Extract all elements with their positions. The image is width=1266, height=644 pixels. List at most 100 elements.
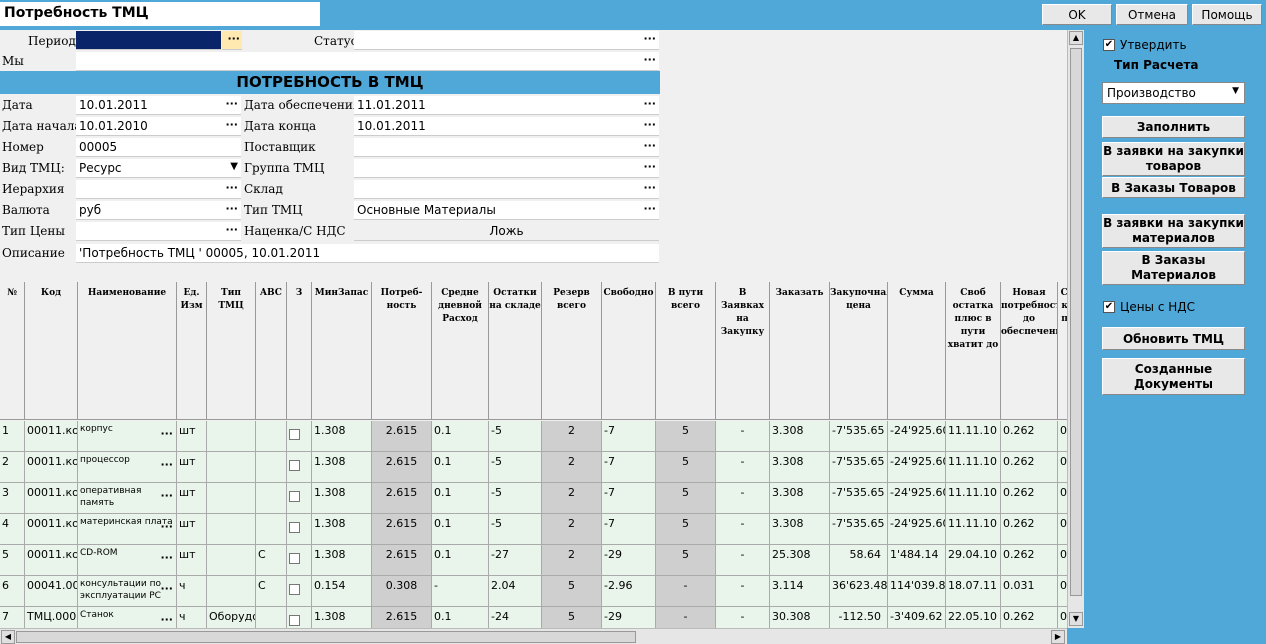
refresh-items-button[interactable]: Обновить ТМЦ bbox=[1102, 327, 1245, 350]
table-cell[interactable]: шт bbox=[177, 483, 207, 514]
period-select-button[interactable]: ··· bbox=[222, 31, 242, 50]
table-cell[interactable]: 5 bbox=[542, 576, 602, 607]
type-field[interactable]: Основные Материалы ··· bbox=[354, 201, 659, 220]
column-header[interactable]: Потреб-ность bbox=[372, 282, 432, 420]
scroll-left-icon[interactable]: ◀ bbox=[1, 630, 15, 644]
table-cell[interactable] bbox=[207, 421, 256, 452]
table-cell[interactable] bbox=[287, 483, 312, 514]
table-cell[interactable]: - bbox=[716, 545, 770, 576]
table-cell[interactable]: 3.308 bbox=[770, 514, 830, 545]
table-cell[interactable]: 0.262 bbox=[1001, 483, 1058, 514]
table-cell[interactable]: 00011.комп.05 bbox=[25, 514, 78, 545]
table-cell[interactable]: 1.308 bbox=[312, 452, 372, 483]
table-cell[interactable]: корпус ··· bbox=[78, 421, 177, 452]
table-cell[interactable]: 11.11.10 bbox=[946, 483, 1001, 514]
table-cell[interactable]: 2 bbox=[0, 452, 25, 483]
table-cell[interactable]: 5 bbox=[656, 514, 716, 545]
table-cell[interactable]: -112.50 bbox=[830, 607, 888, 628]
table-cell[interactable]: -29 bbox=[602, 545, 656, 576]
table-cell[interactable]: 2 bbox=[542, 452, 602, 483]
row-checkbox[interactable] bbox=[289, 429, 300, 440]
table-cell[interactable]: 5 bbox=[542, 607, 602, 628]
fill-button[interactable]: Заполнить bbox=[1102, 116, 1245, 138]
approve-checkbox[interactable]: ✔ bbox=[1103, 39, 1115, 51]
created-documents-button[interactable]: Созданные Документы bbox=[1102, 358, 1245, 395]
table-cell[interactable]: 2.615 bbox=[372, 452, 432, 483]
scroll-up-icon[interactable]: ▲ bbox=[1069, 31, 1083, 45]
markup-value[interactable]: Ложь bbox=[354, 222, 659, 241]
scroll-down-icon[interactable]: ▼ bbox=[1069, 612, 1083, 626]
materials-orders-button[interactable]: В Заказы Материалов bbox=[1102, 251, 1245, 285]
dots-icon[interactable]: ··· bbox=[160, 458, 173, 471]
end-date-field[interactable]: 10.01.2011 ··· bbox=[354, 117, 659, 136]
table-cell[interactable]: 22.05.10 bbox=[946, 607, 1001, 628]
table-cell[interactable]: 3 bbox=[0, 483, 25, 514]
column-header[interactable]: Ск ку по bbox=[1058, 282, 1067, 420]
table-cell[interactable]: ТМЦ.00014 bbox=[25, 607, 78, 628]
table-cell[interactable]: Оборудование bbox=[207, 607, 256, 628]
table-cell[interactable]: 0.1 bbox=[432, 607, 489, 628]
column-header[interactable]: Средне дневной Расход bbox=[432, 282, 489, 420]
table-cell[interactable]: 0.262 bbox=[1001, 452, 1058, 483]
table-cell[interactable]: -7 bbox=[602, 483, 656, 514]
column-header[interactable]: Остатки на складе bbox=[489, 282, 542, 420]
column-header[interactable]: Новая потребность до обеспечения bbox=[1001, 282, 1058, 420]
supplier-field[interactable]: ··· bbox=[354, 138, 659, 157]
table-cell[interactable]: -24'925.60 bbox=[888, 514, 946, 545]
table-cell[interactable]: 0.308 bbox=[372, 576, 432, 607]
column-header[interactable]: Сумма bbox=[888, 282, 946, 420]
table-cell[interactable]: 1.308 bbox=[312, 607, 372, 628]
table-cell[interactable]: 0.2 bbox=[1058, 607, 1067, 628]
column-header[interactable]: Наименование bbox=[78, 282, 177, 420]
table-cell[interactable] bbox=[287, 545, 312, 576]
row-checkbox[interactable] bbox=[289, 615, 300, 626]
table-cell[interactable]: 1.308 bbox=[312, 545, 372, 576]
table-cell[interactable]: 3.308 bbox=[770, 421, 830, 452]
table-cell[interactable]: 00011.комп.06 bbox=[25, 545, 78, 576]
table-cell[interactable]: 0.262 bbox=[1001, 545, 1058, 576]
table-cell[interactable]: 0.1 bbox=[432, 483, 489, 514]
horizontal-scrollbar[interactable]: ◀ ▶ bbox=[0, 628, 1067, 644]
table-cell[interactable]: 11.11.10 bbox=[946, 421, 1001, 452]
table-cell[interactable]: 00011.комп.01 bbox=[25, 421, 78, 452]
table-cell[interactable]: 0.1 bbox=[432, 421, 489, 452]
column-header[interactable]: Закупочная цена bbox=[830, 282, 888, 420]
table-cell[interactable]: 0.2 bbox=[1058, 421, 1067, 452]
table-cell[interactable]: -7'535.65 bbox=[830, 421, 888, 452]
table-cell[interactable] bbox=[287, 421, 312, 452]
table-cell[interactable]: 2.04 bbox=[489, 576, 542, 607]
table-cell[interactable]: 25.308 bbox=[770, 545, 830, 576]
number-field[interactable]: 00005 bbox=[76, 138, 241, 157]
table-cell[interactable]: CD-ROM ··· bbox=[78, 545, 177, 576]
table-cell[interactable] bbox=[207, 483, 256, 514]
table-cell[interactable] bbox=[207, 514, 256, 545]
column-header[interactable]: ABC bbox=[256, 282, 287, 420]
column-header[interactable]: Резерв всего bbox=[542, 282, 602, 420]
table-cell[interactable]: ч bbox=[177, 607, 207, 628]
table-cell[interactable]: процессор ··· bbox=[78, 452, 177, 483]
table-cell[interactable]: 0.2 bbox=[1058, 483, 1067, 514]
purchase-requests-materials-button[interactable]: В заявки на закупки материалов bbox=[1102, 214, 1245, 248]
table-cell[interactable]: - bbox=[716, 607, 770, 628]
table-cell[interactable]: 0.2 bbox=[1058, 514, 1067, 545]
dots-icon[interactable]: ··· bbox=[160, 582, 173, 595]
scroll-right-icon[interactable]: ▶ bbox=[1051, 630, 1065, 644]
table-cell[interactable]: 00011.комп.03 bbox=[25, 483, 78, 514]
table-cell[interactable]: шт bbox=[177, 545, 207, 576]
table-cell[interactable]: -7'535.65 bbox=[830, 483, 888, 514]
column-header[interactable]: Тип ТМЦ bbox=[207, 282, 256, 420]
table-cell[interactable]: 29.04.10 bbox=[946, 545, 1001, 576]
table-cell[interactable]: 3.114 bbox=[770, 576, 830, 607]
we-field[interactable]: ··· bbox=[76, 52, 659, 71]
table-cell[interactable]: 5 bbox=[0, 545, 25, 576]
table-cell[interactable]: 114'039.87 bbox=[888, 576, 946, 607]
table-cell[interactable]: 5 bbox=[656, 483, 716, 514]
table-cell[interactable]: -2.96 bbox=[602, 576, 656, 607]
table-cell[interactable]: - bbox=[716, 421, 770, 452]
start-date-field[interactable]: 10.01.2010 ··· bbox=[76, 117, 241, 136]
table-cell[interactable] bbox=[287, 514, 312, 545]
dots-icon[interactable]: ··· bbox=[160, 489, 173, 502]
column-header[interactable]: МинЗапас bbox=[312, 282, 372, 420]
column-header[interactable]: Своб остатка плюс в пути хватит до bbox=[946, 282, 1001, 420]
table-cell[interactable]: C bbox=[256, 576, 287, 607]
